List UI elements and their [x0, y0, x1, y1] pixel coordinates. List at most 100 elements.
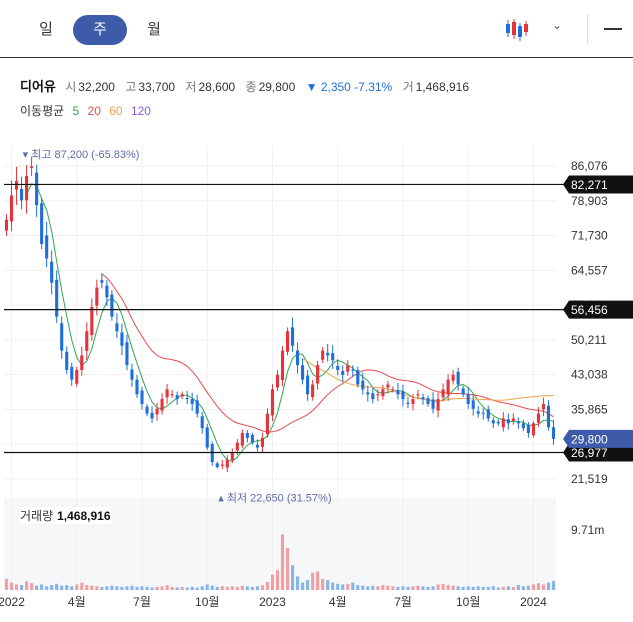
volume-bar: [255, 586, 259, 590]
volume-bar: [170, 586, 174, 590]
candle-body: [296, 350, 300, 366]
level-label-box: [563, 175, 633, 194]
candle-body: [346, 365, 350, 372]
tab-month[interactable]: 월: [147, 21, 161, 38]
candle-body: [220, 464, 224, 466]
price-chart[interactable]: 86,07678,90371,73064,55757,38450,21143,0…: [0, 140, 633, 622]
candle-body: [290, 327, 295, 346]
volume-bar: [65, 585, 69, 590]
candle-body: [100, 280, 104, 283]
candle-body: [426, 398, 430, 404]
x-tick-label: 4월: [329, 595, 347, 609]
candle-body: [255, 444, 259, 448]
candle-body: [496, 421, 500, 424]
candle-body: [165, 389, 169, 398]
volume-bar: [491, 586, 495, 590]
volume-bar: [476, 586, 480, 590]
volume-bar: [396, 586, 400, 590]
volume-bar: [100, 586, 104, 590]
candle-body: [35, 172, 39, 206]
volume-bar: [140, 586, 144, 590]
volume-bar: [311, 572, 315, 590]
candle-body: [321, 350, 325, 360]
candle-body: [110, 294, 114, 317]
volume-bar: [551, 580, 556, 590]
ma60-line: [302, 358, 554, 402]
candle-body: [115, 323, 119, 332]
menu-icon[interactable]: [604, 28, 622, 30]
y-tick-label: 71,730: [571, 229, 608, 243]
volume-bar: [451, 585, 455, 590]
candle-body: [270, 389, 275, 416]
candle-body: [260, 437, 264, 447]
candle-body: [280, 350, 285, 381]
candle-body: [40, 203, 44, 244]
level-label: 82,271: [571, 178, 608, 192]
volume-bar: [376, 586, 380, 590]
volume-bar: [20, 585, 24, 590]
volume-bar: [145, 586, 149, 590]
candle-body: [145, 406, 149, 414]
volume-bar: [361, 585, 365, 590]
volume-bar: [130, 585, 134, 590]
volume-bar: [265, 581, 270, 590]
candle-body: [521, 423, 525, 429]
ma-label: 이동평균: [20, 104, 65, 118]
candle-body: [65, 351, 69, 371]
volume-bar: [511, 586, 515, 590]
candle-body: [451, 374, 455, 381]
close-label: 종: [245, 80, 257, 94]
x-tick-label: 2024: [520, 595, 547, 609]
candle-body: [130, 369, 134, 380]
candle-body: [95, 287, 99, 306]
candle-body: [90, 306, 94, 335]
volume-bar: [75, 584, 79, 590]
volume-bar: [95, 586, 99, 590]
open-value: 32,200: [78, 80, 115, 94]
volume-bar: [275, 570, 280, 590]
volume-label: 거: [402, 80, 414, 94]
volume-bar: [521, 586, 525, 590]
volume-bar: [356, 585, 360, 590]
tab-day[interactable]: 일: [39, 21, 53, 38]
x-tick-label: 7월: [394, 595, 412, 609]
candle-body: [376, 394, 380, 396]
volume-bar: [481, 586, 485, 590]
candle-body: [446, 379, 450, 395]
min-price-marker: ▴ 최저 22,650 (31.57%): [218, 492, 331, 505]
volume-bar: [441, 583, 445, 590]
volume-axis-label: 9.71m: [571, 523, 604, 537]
volume-bar: [220, 586, 224, 590]
high-label: 고: [125, 80, 137, 94]
candle-body: [341, 371, 345, 375]
volume-bar: [230, 586, 234, 590]
candle-body: [356, 370, 360, 385]
chart-type-button[interactable]: ⌄: [500, 14, 570, 44]
volume-bar: [85, 585, 89, 590]
volume-bar: [496, 587, 500, 590]
volume-bar: [45, 586, 49, 590]
candle-body: [406, 402, 410, 404]
volume-bar: [346, 583, 350, 590]
current-price-label: 29,800: [571, 432, 608, 446]
candle-body: [235, 442, 239, 451]
tab-week[interactable]: 주: [73, 15, 127, 45]
volume-bar: [306, 580, 310, 590]
candle-body: [421, 397, 425, 400]
volume-bar: [210, 585, 214, 590]
x-tick-label: 10월: [456, 595, 480, 609]
volume-bar: [180, 586, 184, 590]
volume-bar: [280, 534, 285, 590]
candle-body: [120, 332, 124, 346]
volume-bar: [421, 586, 425, 590]
volume-bar: [4, 578, 9, 590]
close-value: 29,800: [258, 80, 296, 94]
volume-bar: [536, 583, 540, 590]
candle-body: [416, 394, 420, 396]
x-tick-label: 10월: [195, 595, 219, 609]
candle-body: [4, 219, 9, 231]
candle-body: [461, 388, 465, 395]
volume-bar: [341, 584, 345, 590]
volume-bar: [135, 586, 139, 590]
candle-body: [326, 352, 330, 356]
